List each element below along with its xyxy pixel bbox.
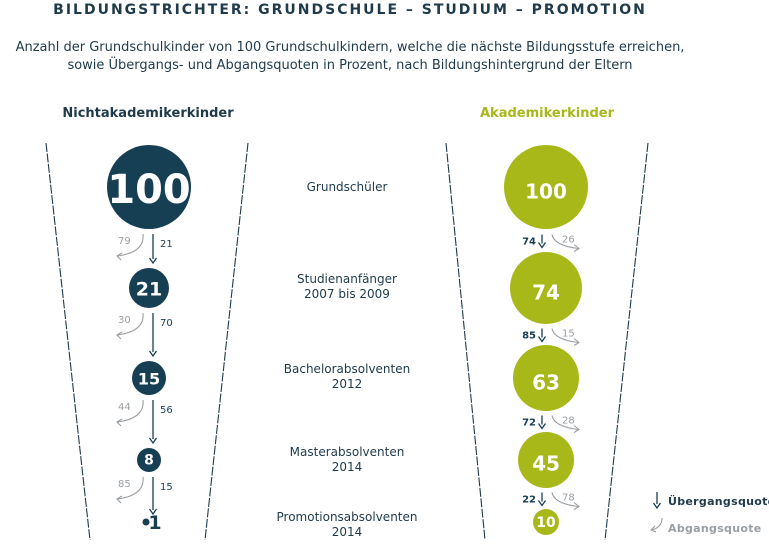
abgang-arrow-head: [116, 252, 123, 261]
circle-value: 8: [144, 453, 154, 469]
circle-value: 63: [532, 370, 560, 394]
left-column-heading: Nichtakademikerkinder: [62, 106, 234, 121]
legend-uebergang: Übergangsquote: [668, 495, 769, 508]
stage-label-line1: Bachelorabsolventen: [283, 362, 411, 376]
circle-value: 10: [536, 515, 556, 531]
abgang-arrow: [551, 234, 579, 250]
abgang-arrow: [117, 233, 144, 257]
circle-node: [142, 518, 150, 526]
uebergang-arrow-head: [148, 350, 158, 358]
abgang-arrow: [117, 312, 144, 336]
stage-label-line2: 2014: [331, 460, 363, 474]
subtitle-line-2: sowie Übergangs- und Abgangsquoten in Pr…: [67, 58, 633, 73]
uebergang-arrow-head: [148, 257, 158, 265]
circle-value: 74: [532, 280, 560, 304]
abgang-arrow: [117, 399, 144, 423]
stage-label-line1: Masterabsolventen: [289, 445, 405, 459]
abgang-arrow-head: [573, 425, 580, 433]
legend-abgang: Abgangsquote: [668, 522, 762, 535]
stage-label: Masterabsolventen 2014: [247, 445, 447, 475]
circle-value: 100: [107, 167, 190, 213]
abgang-value: 28: [562, 416, 575, 427]
circle-node: [107, 145, 191, 229]
stage-label: Bachelorabsolventen 2012: [247, 362, 447, 392]
uebergang-arrow-head: [148, 508, 158, 516]
uebergang-value: 85: [522, 331, 536, 342]
abgang-value: 79: [118, 236, 131, 247]
abgang-arrow-head: [116, 495, 123, 504]
uebergang-value: 70: [160, 318, 173, 329]
circle-node: [129, 268, 169, 308]
circle-node: [504, 145, 588, 229]
circle-node: [137, 448, 161, 472]
uebergang-arrow-head: [537, 500, 547, 507]
circle-node: [510, 252, 582, 324]
legend-abgang-icon-head: [650, 525, 657, 533]
circle-value: 45: [532, 452, 560, 476]
uebergang-value: 15: [160, 482, 173, 493]
abgang-value: 78: [562, 493, 575, 504]
stage-label: Grundschüler: [247, 180, 447, 195]
uebergang-arrow-head: [537, 423, 547, 430]
uebergang-arrow-head: [148, 437, 158, 445]
right-column-heading: Akademikerkinder: [479, 106, 615, 121]
abgang-value: 26: [562, 235, 575, 246]
circle-value: 1: [148, 512, 161, 534]
circle-node: [132, 361, 166, 395]
legend-uebergang-icon-head: [652, 502, 662, 510]
abgang-value: 85: [118, 479, 131, 490]
circle-node: [518, 432, 574, 488]
uebergang-value: 74: [522, 237, 536, 248]
uebergang-arrow-head: [537, 336, 547, 343]
uebergang-value: 72: [522, 418, 536, 429]
abgang-arrow-head: [116, 418, 123, 427]
stage-label-line2: 2012: [331, 377, 363, 391]
abgang-value: 15: [562, 329, 575, 340]
uebergang-value: 21: [160, 239, 173, 250]
uebergang-value: 22: [522, 495, 536, 506]
abgang-arrow: [551, 492, 579, 508]
funnel-edge-line: [204, 142, 249, 541]
abgang-arrow-head: [573, 338, 580, 346]
circle-node: [533, 509, 559, 535]
circle-value: 100: [525, 179, 567, 203]
stage-label-line2: 2007 bis 2009: [304, 287, 390, 301]
funnel-edge-line: [604, 142, 649, 541]
subtitle-line-1: Anzahl der Grundschulkinder von 100 Grun…: [15, 40, 685, 55]
uebergang-value: 56: [160, 405, 173, 416]
stage-label: Studienanfänger 2007 bis 2009: [247, 272, 447, 302]
abgang-arrow-head: [116, 331, 123, 340]
abgang-arrow-head: [573, 502, 580, 510]
stage-label-line1: Promotionsabsolventen: [276, 510, 418, 524]
circle-node: [513, 345, 579, 411]
stage-label-line1: Grundschüler: [306, 180, 388, 194]
abgang-arrow: [551, 415, 579, 431]
stage-label-line2: 2014: [331, 525, 363, 539]
circle-value: 21: [136, 279, 162, 301]
funnel-edge-line: [445, 142, 486, 541]
abgang-arrow-head: [573, 244, 580, 252]
circle-value: 15: [138, 369, 160, 388]
chart-title: BILDUNGSTRICHTER: GRUNDSCHULE – STUDIUM …: [53, 2, 647, 18]
funnel-edge-line: [45, 142, 91, 541]
stage-label: Promotionsabsolventen 2014: [247, 510, 447, 540]
abgang-value: 44: [118, 402, 131, 413]
legend-abgang-icon: [651, 517, 663, 531]
uebergang-arrow-head: [537, 242, 547, 249]
abgang-arrow: [117, 476, 144, 500]
stage-label-line1: Studienanfänger: [297, 272, 397, 286]
abgang-arrow: [551, 328, 579, 344]
abgang-value: 30: [118, 315, 131, 326]
